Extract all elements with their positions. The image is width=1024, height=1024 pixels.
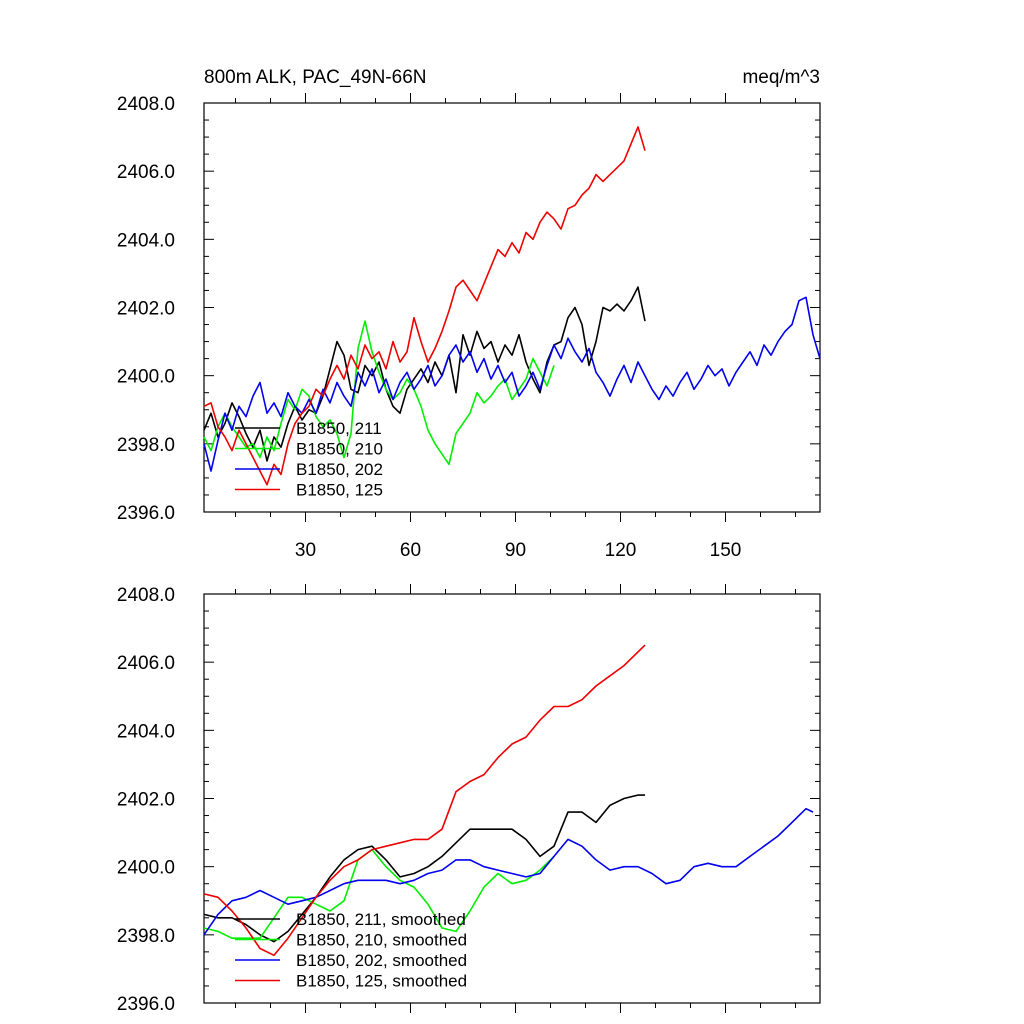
y-tick-label: 2396.0 bbox=[117, 994, 175, 1015]
series-line-3 bbox=[203, 296, 821, 472]
series-line-3 bbox=[203, 807, 814, 936]
legend-label: B1850, 202 bbox=[296, 460, 383, 479]
y-tick-label: 2400.0 bbox=[117, 367, 175, 388]
x-tick-label: 60 bbox=[400, 540, 421, 561]
y-tick-label: 2398.0 bbox=[117, 435, 175, 456]
x-tick-label: 150 bbox=[710, 540, 742, 561]
legend-label: B1850, 125, smoothed bbox=[296, 972, 467, 991]
legend-label: B1850, 210, smoothed bbox=[296, 931, 467, 950]
chart-panel-1: 2396.0 2398.0 2400.0 2402.0 2404.0 2406.0 2408… bbox=[117, 93, 821, 561]
legend-label: B1850, 210 bbox=[296, 440, 383, 459]
series-line-1 bbox=[203, 286, 646, 462]
x-tick-label: 90 bbox=[505, 540, 526, 561]
chart-title: 800m ALK, PAC_49N-66N bbox=[204, 67, 427, 88]
series-line-4 bbox=[203, 126, 646, 486]
legend-label: B1850, 202, smoothed bbox=[296, 951, 467, 970]
y-tick-label: 2404.0 bbox=[117, 721, 175, 742]
series-line-4 bbox=[203, 644, 646, 957]
series-line-2 bbox=[203, 320, 555, 466]
y-tick-label: 2398.0 bbox=[117, 926, 175, 947]
chart-units: meq/m^3 bbox=[742, 67, 820, 88]
chart-panel-2: 2396.0 2398.0 2400.0 2402.0 2404.0 2406.0 2408… bbox=[117, 584, 821, 1015]
x-tick-label: 30 bbox=[295, 540, 316, 561]
y-tick-label: 2400.0 bbox=[117, 858, 175, 879]
y-tick-label: 2396.0 bbox=[117, 503, 175, 524]
y-tick-label: 2406.0 bbox=[117, 162, 175, 183]
y-tick-label: 2408.0 bbox=[117, 94, 175, 115]
y-tick-label: 2402.0 bbox=[117, 790, 175, 811]
legend-label: B1850, 211 bbox=[296, 419, 382, 438]
y-tick-label: 2402.0 bbox=[117, 299, 175, 320]
legend-label: B1850, 125 bbox=[296, 481, 383, 500]
y-tick-label: 2404.0 bbox=[117, 230, 175, 251]
series-line-2 bbox=[203, 848, 555, 939]
y-tick-label: 2406.0 bbox=[117, 653, 175, 674]
y-tick-label: 2408.0 bbox=[117, 585, 175, 606]
series-line-1 bbox=[203, 794, 645, 943]
x-tick-label: 120 bbox=[605, 540, 637, 561]
legend-label: B1850, 211, smoothed bbox=[296, 910, 466, 929]
